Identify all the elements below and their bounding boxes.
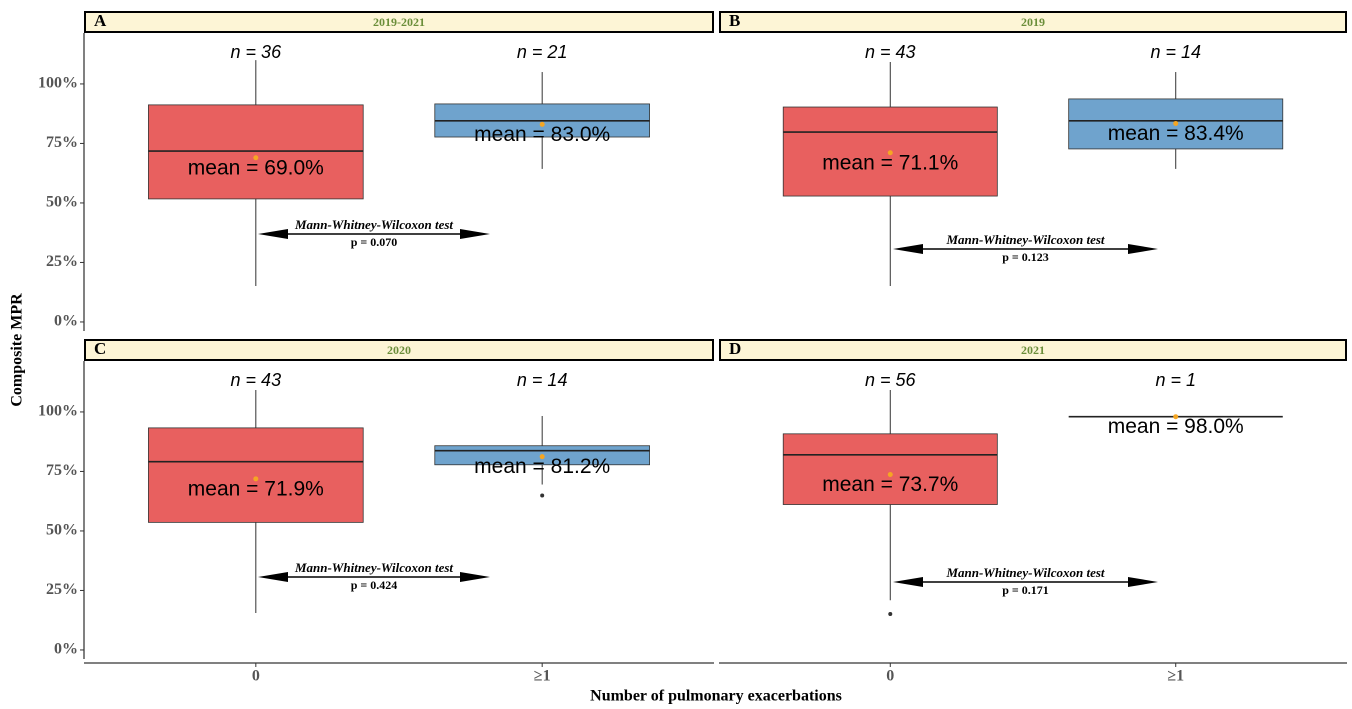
arrow-head xyxy=(258,572,288,582)
mean-point xyxy=(1173,414,1179,420)
mean-label: mean = 81.2% xyxy=(474,455,610,478)
y-tick-label: 75% xyxy=(46,462,78,479)
panel-label: C xyxy=(94,339,106,358)
mean-point xyxy=(539,121,545,127)
mean-label: mean = 73.7% xyxy=(822,473,958,496)
panel-title: 2019 xyxy=(1021,15,1045,29)
n-label: n = 14 xyxy=(517,370,568,390)
strip xyxy=(719,339,1347,361)
mean-point xyxy=(887,150,893,156)
arrow-head xyxy=(258,229,288,239)
arrow-head xyxy=(460,572,490,582)
y-tick-label: 0% xyxy=(54,313,78,330)
mean-label: mean = 71.9% xyxy=(188,477,324,500)
y-tick-label: 100% xyxy=(38,403,78,420)
arrow-head xyxy=(893,577,923,587)
mean-point xyxy=(887,472,893,478)
n-label: n = 56 xyxy=(865,370,917,390)
x-tick-label: ≥1 xyxy=(534,668,551,685)
outlier xyxy=(888,612,893,617)
y-tick-label: 50% xyxy=(46,194,78,211)
strip xyxy=(84,11,714,33)
y-tick-label: 75% xyxy=(46,134,78,151)
x-axis-label: Number of pulmonary exacerbations xyxy=(590,688,842,705)
p-label: p = 0.123 xyxy=(1002,250,1049,264)
y-axis-label: Composite MPR xyxy=(9,293,26,407)
mean-point xyxy=(1173,120,1179,126)
strip xyxy=(84,339,714,361)
p-label: p = 0.424 xyxy=(351,578,398,592)
panel-label: A xyxy=(94,11,107,30)
n-label: n = 21 xyxy=(517,42,568,62)
y-tick-label: 25% xyxy=(46,581,78,598)
p-label: p = 0.171 xyxy=(1002,583,1049,597)
panel-title: 2021 xyxy=(1021,343,1045,357)
n-label: n = 43 xyxy=(865,42,916,62)
panel-title: 2019-2021 xyxy=(373,15,425,29)
panel-label: D xyxy=(729,339,741,358)
box xyxy=(148,427,364,523)
mean-label: mean = 69.0% xyxy=(188,156,324,179)
p-label: p = 0.070 xyxy=(351,235,398,249)
y-tick-label: 50% xyxy=(46,522,78,539)
mean-point xyxy=(253,476,259,482)
x-tick-label: ≥1 xyxy=(1167,668,1184,685)
n-label: n = 43 xyxy=(231,370,282,390)
x-tick-label: 0 xyxy=(886,668,894,685)
y-tick-label: 25% xyxy=(46,253,78,270)
x-tick-label: 0 xyxy=(252,668,260,685)
n-label: n = 14 xyxy=(1150,42,1201,62)
mean-point xyxy=(539,454,545,460)
box xyxy=(148,104,364,200)
outlier xyxy=(540,493,545,498)
n-label: n = 1 xyxy=(1155,370,1196,390)
panel-label: B xyxy=(729,11,740,30)
arrow-head xyxy=(893,244,923,254)
test-label: Mann-Whitney-Wilcoxon test xyxy=(945,565,1104,580)
mean-point xyxy=(253,155,259,161)
arrow-head xyxy=(1128,244,1158,254)
mean-label: mean = 98.0% xyxy=(1108,415,1244,438)
panel-title: 2020 xyxy=(387,343,411,357)
arrow-head xyxy=(460,229,490,239)
y-tick-label: 100% xyxy=(38,75,78,92)
mean-label: mean = 83.0% xyxy=(474,123,610,146)
mean-label: mean = 71.1% xyxy=(822,151,958,174)
strip xyxy=(719,11,1347,33)
mean-label: mean = 83.4% xyxy=(1108,122,1244,145)
n-label: n = 36 xyxy=(231,42,283,62)
test-label: Mann-Whitney-Wilcoxon test xyxy=(945,232,1104,247)
test-label: Mann-Whitney-Wilcoxon test xyxy=(294,560,453,575)
box xyxy=(782,433,998,505)
test-label: Mann-Whitney-Wilcoxon test xyxy=(294,217,453,232)
arrow-head xyxy=(1128,577,1158,587)
y-tick-label: 0% xyxy=(54,641,78,658)
